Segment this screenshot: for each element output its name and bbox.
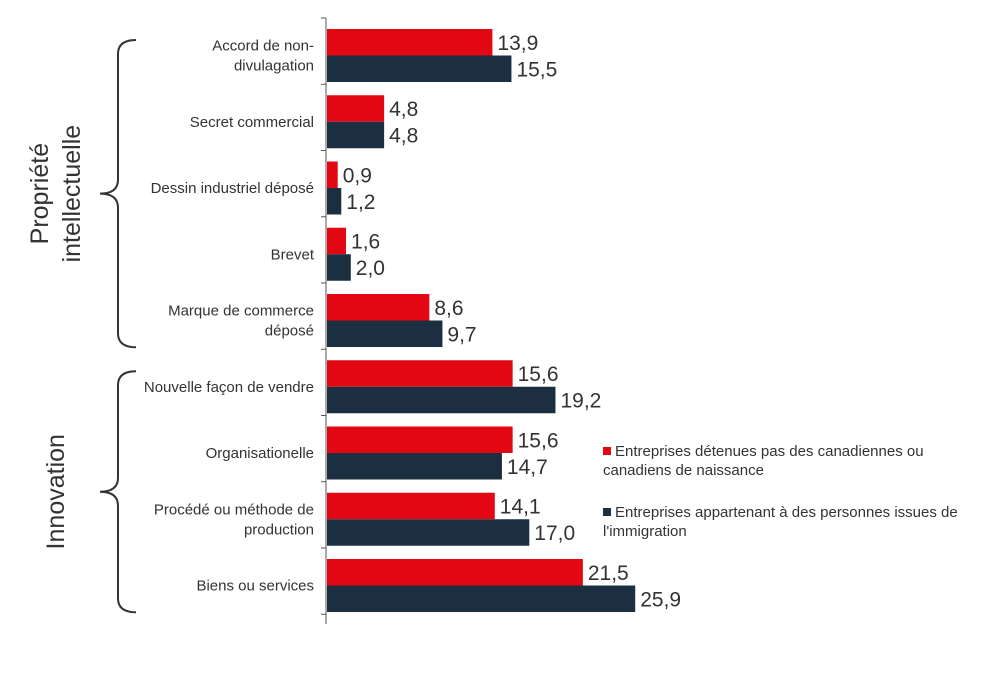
bar-series-2-cat-2 (327, 121, 385, 149)
value-label: 4,8 (389, 98, 418, 121)
value-label: 14,7 (507, 456, 548, 479)
bar-series-2-cat-9 (327, 585, 636, 612)
bars (327, 29, 636, 612)
bar-series-2-cat-1 (327, 55, 512, 82)
legend-label-series-2-line-1: Entreprises appartenant à des personnes … (615, 504, 958, 521)
legend-swatch-series-1 (603, 447, 611, 455)
bar-series-1-cat-7 (327, 426, 513, 453)
category-label: Organisationelle (206, 445, 314, 462)
value-label: 13,9 (497, 32, 538, 55)
value-label: 14,1 (500, 496, 541, 519)
group-brackets: Propriété intellectuelle Innovation (26, 39, 137, 614)
legend-label-series-1-line-1: Entreprises détenues pas des canadiennes… (615, 443, 924, 460)
category-label: déposé (265, 323, 314, 340)
value-label: 25,9 (640, 588, 681, 611)
legend-label-series-1-line-2: canadiens de naissance (603, 462, 764, 479)
value-label: 9,7 (447, 323, 476, 346)
bar-series-1-cat-3 (327, 161, 338, 188)
bar-series-1-cat-2 (327, 95, 385, 122)
axis-ticks (321, 17, 326, 615)
category-label: Marque de commerce (168, 303, 314, 320)
value-label: 17,0 (534, 522, 575, 545)
category-label: Brevet (271, 246, 315, 263)
bar-series-1-cat-5 (327, 294, 430, 321)
value-label: 0,9 (343, 164, 372, 187)
value-label: 19,2 (560, 390, 601, 413)
value-label: 4,8 (389, 125, 418, 148)
group-bracket (99, 39, 137, 349)
legend-2: Entreprises appartenant à des personnes … (603, 503, 978, 541)
category-label: Procédé ou méthode de (154, 501, 314, 518)
value-label: 15,6 (518, 429, 559, 452)
legend-label-series-2-line-2: l'immigration (603, 523, 687, 540)
legend-item-series-2: Entreprises appartenant à des personnes … (603, 503, 978, 541)
bar-series-2-cat-3 (327, 188, 342, 215)
category-label: Biens ou services (196, 578, 314, 595)
bar-series-2-cat-5 (327, 320, 443, 347)
value-label: 1,2 (346, 191, 375, 214)
category-labels: Accord de non-divulagation Secret commerc… (144, 38, 315, 595)
value-label: 15,6 (518, 363, 559, 386)
bar-series-2-cat-4 (327, 254, 351, 281)
group-label: Innovation (42, 434, 70, 549)
category-label: Secret commercial (190, 114, 314, 131)
category-label: Nouvelle façon de vendre (144, 379, 314, 396)
category-label: Accord de non- (212, 38, 314, 55)
bar-series-1-cat-8 (327, 492, 495, 520)
bar-series-1-cat-1 (327, 29, 493, 56)
value-label: 15,5 (516, 58, 557, 81)
legend: Entreprises détenues pas des canadiennes… (603, 442, 978, 480)
group-label: intellectuelle (58, 125, 86, 263)
value-labels: 13,9 15,5 4,8 4,8 0,9 1,2 1,6 2,0 8,6 9,7 15,619,2… (343, 32, 681, 612)
group-bracket (99, 370, 137, 614)
value-label: 2,0 (356, 257, 385, 280)
group-label: Propriété (26, 143, 54, 244)
value-label: 1,6 (351, 231, 380, 254)
bar-series-2-cat-7 (327, 453, 502, 480)
bar-series-2-cat-6 (327, 386, 556, 414)
bar-series-1-cat-6 (327, 360, 513, 387)
value-label: 21,5 (588, 562, 629, 585)
bar-series-2-cat-8 (327, 519, 530, 546)
bar-series-1-cat-4 (327, 227, 347, 255)
legend-swatch-series-2 (603, 508, 611, 516)
category-label: production (244, 521, 314, 538)
category-label: divulagation (234, 58, 314, 75)
category-label: Dessin industriel déposé (151, 180, 314, 197)
value-label: 8,6 (434, 297, 463, 320)
legend-item-series-1: Entreprises détenues pas des canadiennes… (603, 442, 978, 480)
bar-series-1-cat-9 (327, 559, 583, 586)
